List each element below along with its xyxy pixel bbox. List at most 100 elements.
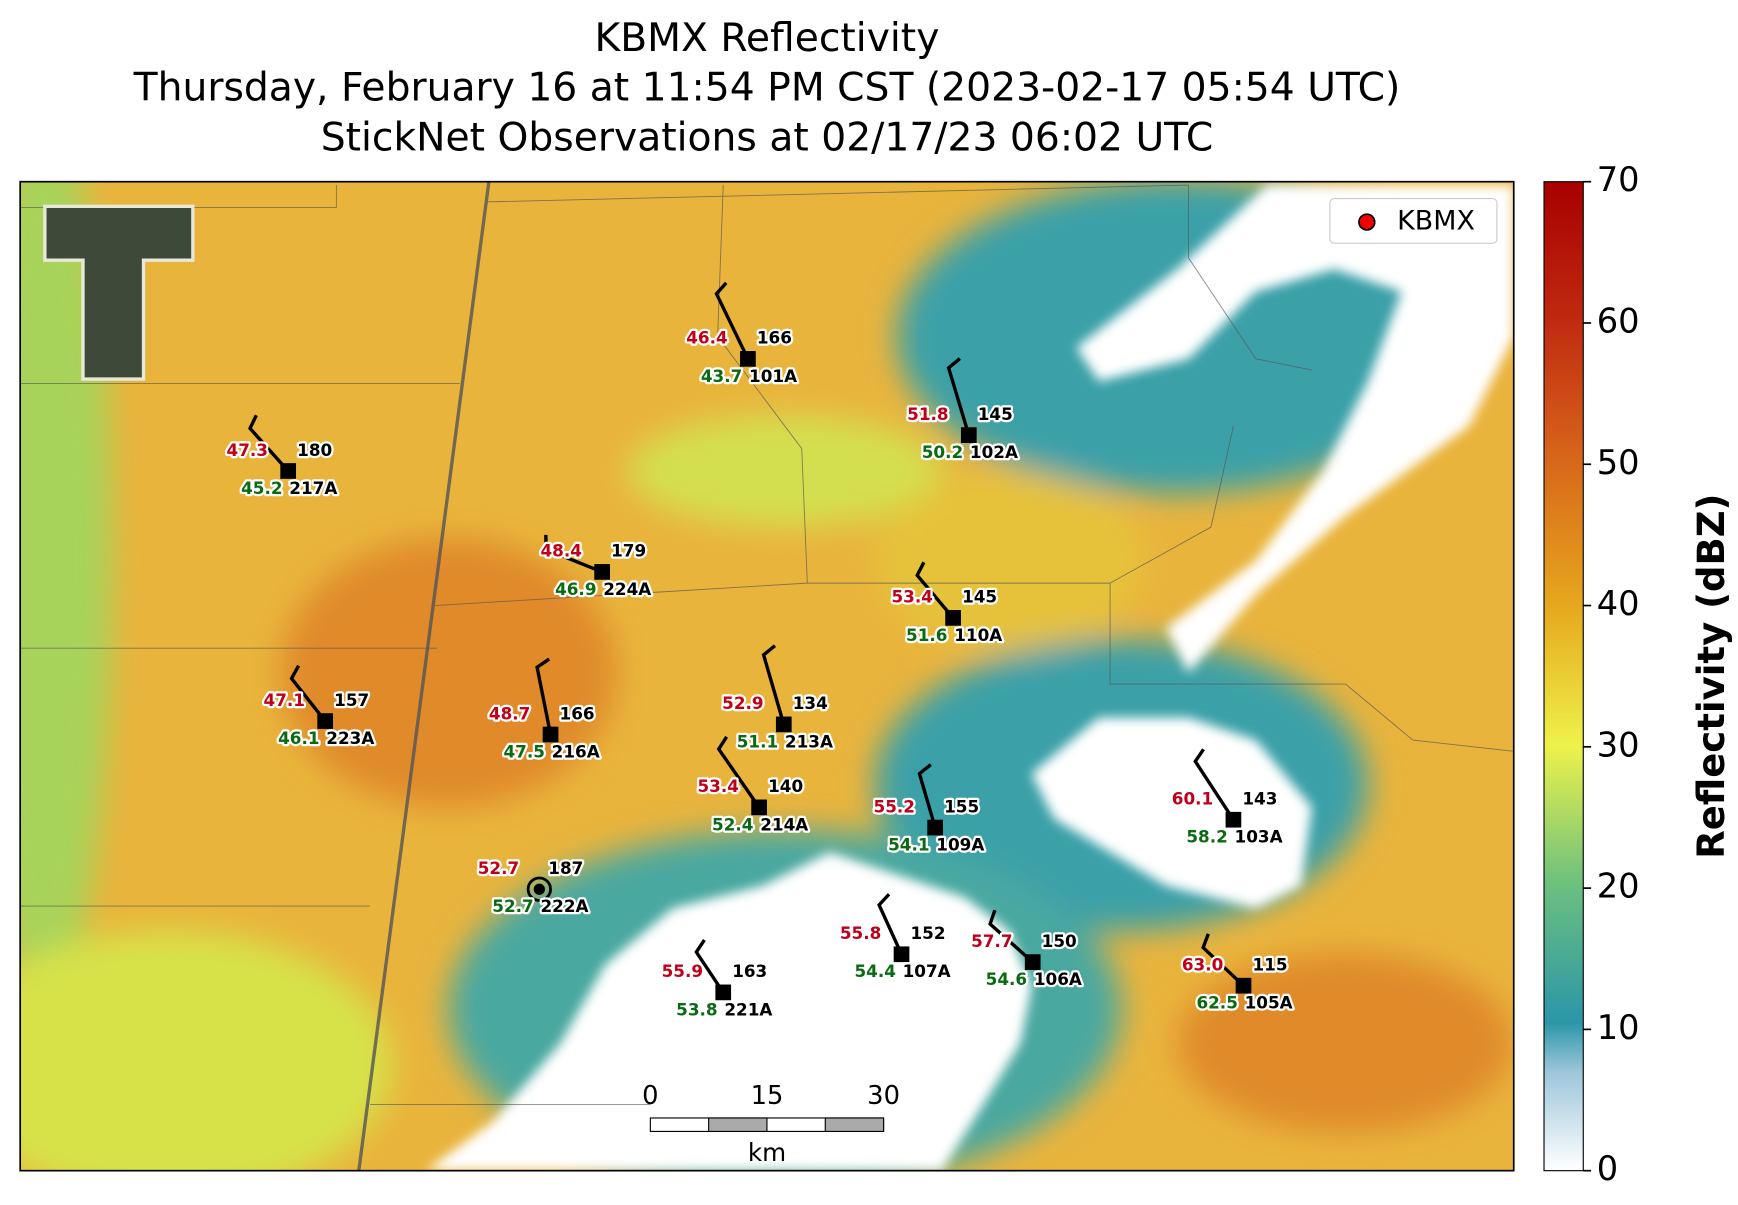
station-marker [1235,977,1252,994]
colorbar-tick-label: 40 [1597,584,1640,623]
temperature: 53.4 [891,587,932,607]
wind-barb [544,534,603,574]
wind-barb [1193,748,1235,821]
station-marker [715,984,732,1001]
dewpoint: 62.5 [1196,993,1237,1013]
dewpoint: 54.1 [888,835,929,855]
station-marker [927,819,944,836]
temperature: 63.0 [1182,954,1223,974]
station-id: 222A [540,896,588,916]
wind-barb [946,357,971,436]
station-value: 145 [962,587,997,607]
station-marker [533,883,545,895]
temperature: 55.8 [840,923,881,943]
station-marker [542,726,559,743]
wind-barb [716,735,761,809]
station-id: 223A [326,728,374,748]
temperature: 53.4 [697,776,738,796]
temperature: 48.4 [540,541,581,561]
scale-label: 15 [751,1081,784,1111]
station-id: 214A [760,814,808,834]
dewpoint: 52.4 [712,814,753,834]
station-value: 179 [611,541,646,561]
scale-unit: km [748,1138,786,1167]
station-id: 109A [936,835,984,855]
station-value: 180 [297,440,332,460]
dewpoint: 46.1 [278,728,319,748]
dewpoint: 47.5 [503,741,544,761]
dewpoint: 45.2 [241,478,282,498]
station-marker [751,799,767,816]
station-id: 107A [903,961,951,981]
temperature: 52.9 [722,693,763,713]
subtitle: StickNet Observations at 02/17/23 06:02 … [321,116,1214,161]
station-marker [945,610,961,626]
dewpoint: 54.6 [986,969,1027,989]
dewpoint: 43.7 [701,366,742,386]
station-value: 145 [978,404,1013,424]
temperature: 47.3 [227,440,268,460]
station-value: 140 [768,776,803,796]
station-value: 157 [334,690,369,710]
radar-map [20,181,1514,1171]
wind-barb [694,938,725,994]
station-id: 103A [1235,827,1283,847]
station-marker [775,716,792,733]
colorbar-tick-label: 10 [1597,1008,1640,1047]
colorbar-tick-label: 0 [1597,1149,1618,1188]
station-value: 134 [793,693,828,713]
temperature: 60.1 [1172,789,1213,809]
station-value: 115 [1252,954,1287,974]
logo [43,204,195,381]
wind-barb [1201,933,1245,987]
wind-barb [915,561,955,619]
dewpoint: 46.9 [555,579,596,599]
wind-barb [988,909,1034,964]
station-marker [740,351,756,367]
station-id: 221A [724,999,772,1019]
scale-bar: 0 15 30 km [642,1081,900,1167]
temperature: 57.7 [971,931,1012,951]
temperature: 46.4 [686,328,727,348]
station-marker [960,427,977,443]
map-frame [19,180,1515,1172]
station-id: 101A [749,366,797,386]
station-value: 150 [1042,931,1077,951]
colorbar-tick-label: 50 [1597,443,1640,482]
wind-barb [877,893,904,955]
station-marker [893,946,910,963]
legend: KBMX [1329,197,1498,244]
station-id: 105A [1245,993,1293,1013]
station-value: 166 [560,703,595,723]
title: KBMX Reflectivity [595,16,940,61]
colorbar-tick-label: 30 [1597,725,1640,764]
station-id: 213A [785,731,833,751]
station-id: 224A [603,579,651,599]
temperature: 52.7 [478,858,519,878]
station-marker [594,564,610,580]
legend-marker [1358,213,1376,231]
station-id: 102A [970,442,1018,462]
temperature: 51.8 [907,404,948,424]
scale-label: 0 [642,1081,658,1111]
temperature: 47.1 [264,690,305,710]
colorbar-label: Reflectivity (dBZ) [1690,494,1733,859]
colorbar-tick-label: 70 [1597,160,1640,199]
station-marker [280,463,297,479]
station-id: 217A [289,478,337,498]
station-value: 152 [910,923,945,943]
temperature: 48.7 [489,703,530,723]
dewpoint: 58.2 [1186,827,1227,847]
station-value: 187 [548,858,583,878]
calm-marker [526,876,552,902]
temperature: 55.2 [874,796,915,816]
station-value: 155 [944,796,979,816]
station-id: 216A [552,741,600,761]
station-id: 110A [954,625,1002,645]
wind-barb [761,644,786,725]
colorbar-tick-label: 60 [1597,301,1640,340]
subtitle: Thursday, February 16 at 11:54 PM CST (2… [133,65,1401,110]
wind-barb [248,414,290,473]
dewpoint: 54.4 [854,961,895,981]
